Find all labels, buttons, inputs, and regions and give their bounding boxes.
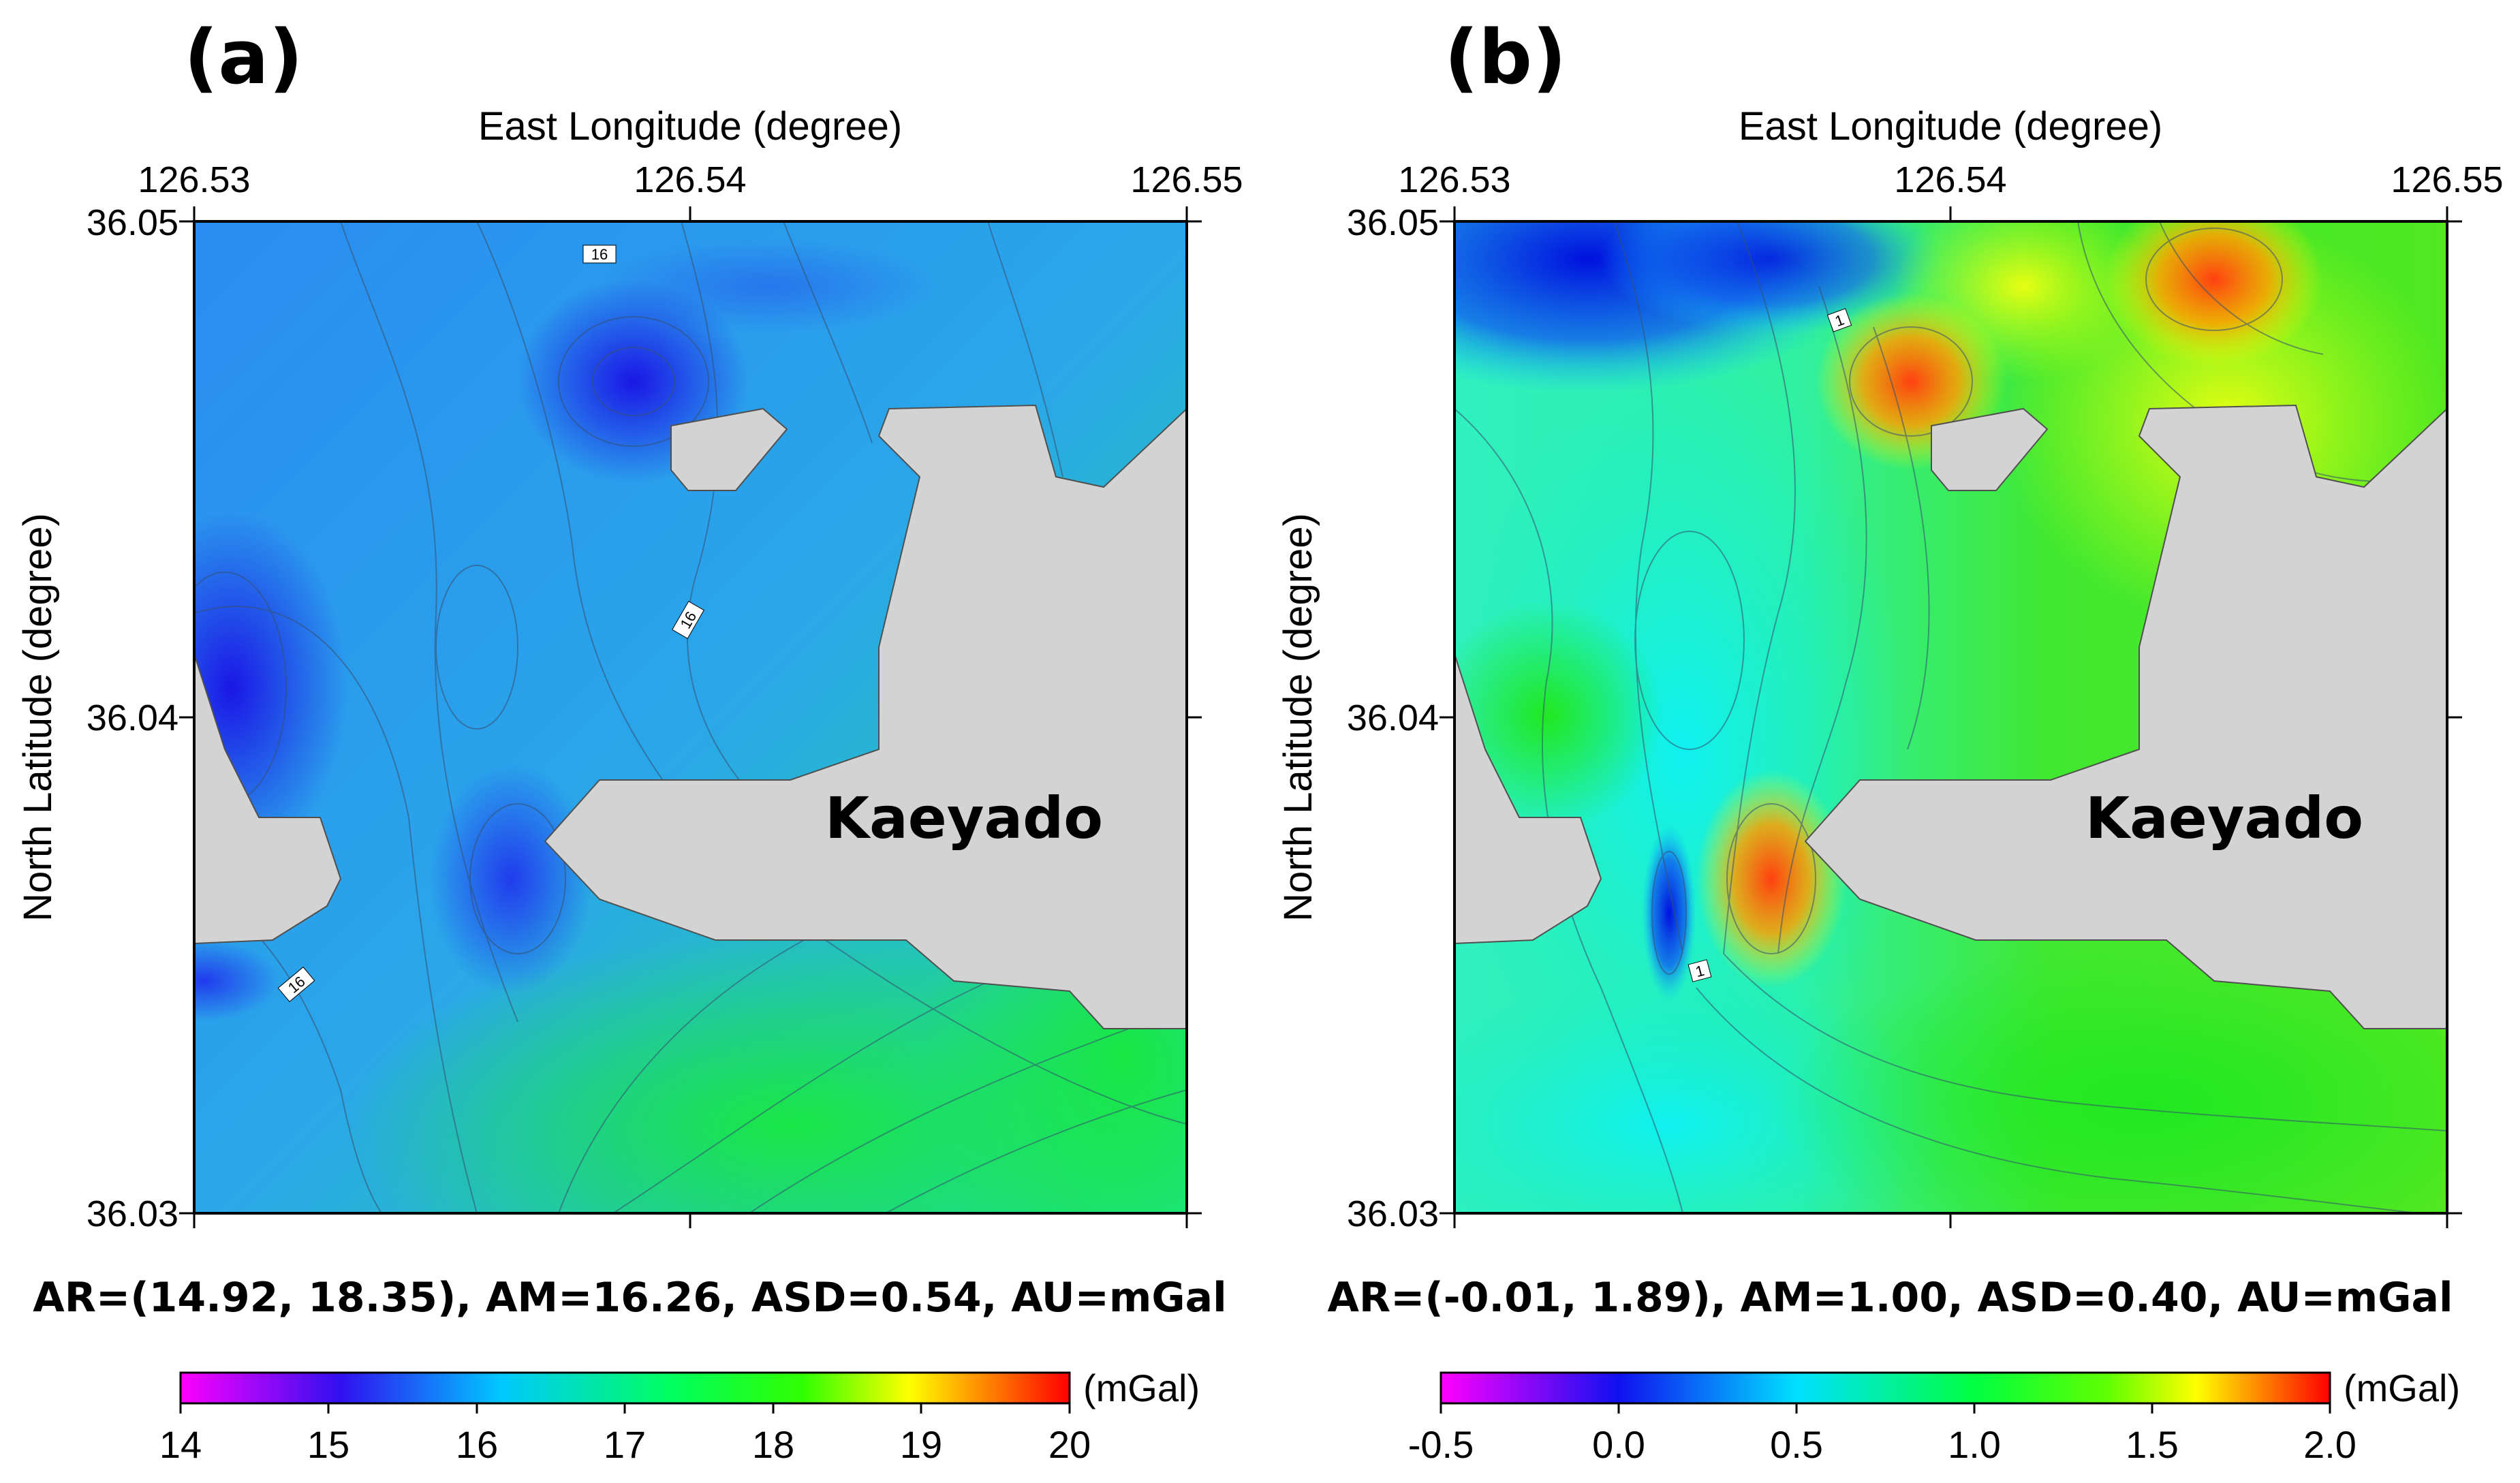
colorbar-tick: 1.5	[2126, 1423, 2179, 1466]
colorbar	[179, 1371, 1071, 1405]
panel-b: (b)	[1260, 0, 2520, 1483]
x-tick-label: 126.55	[2391, 159, 2503, 200]
colorbar-unit: (mGal)	[2344, 1367, 2461, 1409]
colorbar	[1440, 1371, 2331, 1405]
colorbar-tick: 17	[604, 1423, 646, 1466]
svg-text:16: 16	[591, 246, 608, 263]
y-tick-label: 36.03	[87, 1193, 178, 1234]
colorbar-tick: 16	[456, 1423, 498, 1466]
colorbar-unit: (mGal)	[1083, 1367, 1200, 1409]
panel-label: (b)	[1444, 14, 1567, 101]
statistics-text: AR=(-0.01, 1.89), AM=1.00, ASD=0.40, AU=…	[1327, 1274, 2453, 1322]
x-tick-label: 126.54	[634, 159, 746, 200]
x-tick-label: 126.54	[1894, 159, 2006, 200]
colorbar-tick: 20	[1048, 1423, 1091, 1466]
y-tick-label: 36.05	[1347, 202, 1439, 243]
y-axis-title: North Latitude (degree)	[1276, 513, 1320, 922]
colorbar-tick: 1.0	[1948, 1423, 2001, 1466]
island-label: Kaeyado	[2085, 785, 2363, 852]
colorbar-tick: 0.0	[1592, 1423, 1645, 1466]
colorbar-tick: 19	[900, 1423, 942, 1466]
x-axis-title: East Longitude (degree)	[1739, 104, 2162, 149]
colorbar-tick: 2.0	[2303, 1423, 2356, 1466]
panel-label: (a)	[184, 14, 303, 101]
x-tick-label: 126.53	[138, 159, 250, 200]
panel-a: (a)	[16, 14, 1243, 1466]
colorbar-tick: -0.5	[1408, 1423, 1474, 1466]
colorbar-tick: 18	[752, 1423, 794, 1466]
x-tick-label: 126.55	[1130, 159, 1243, 200]
colorbar-tick: 15	[307, 1423, 349, 1466]
island-label: Kaeyado	[825, 785, 1103, 852]
gravity-field	[1455, 221, 2447, 1213]
colorbar-tick: 14	[159, 1423, 202, 1466]
y-tick-label: 36.05	[87, 202, 178, 243]
land-area	[1455, 404, 2447, 1029]
contour-label: 1	[1687, 959, 1712, 982]
y-tick-label: 36.04	[87, 698, 178, 738]
x-tick-label: 126.53	[1398, 159, 1510, 200]
y-tick-label: 36.03	[1347, 1193, 1439, 1234]
contour-label: 16	[582, 245, 617, 264]
y-axis-title: North Latitude (degree)	[16, 513, 60, 922]
contour-label: 1	[1826, 308, 1852, 332]
x-axis-title: East Longitude (degree)	[478, 104, 902, 149]
statistics-text: AR=(14.92, 18.35), AM=16.26, ASD=0.54, A…	[33, 1274, 1227, 1322]
map-svg: East Longitude (degree) 126.53 126.54 12…	[16, 104, 1243, 1466]
gravity-field	[194, 221, 1187, 1213]
y-tick-label: 36.04	[1347, 698, 1439, 738]
land-area	[194, 404, 1187, 1029]
map-svg: East Longitude (degree) 126.53 126.54 12…	[1276, 104, 2504, 1466]
colorbar-tick: 0.5	[1770, 1423, 1823, 1466]
